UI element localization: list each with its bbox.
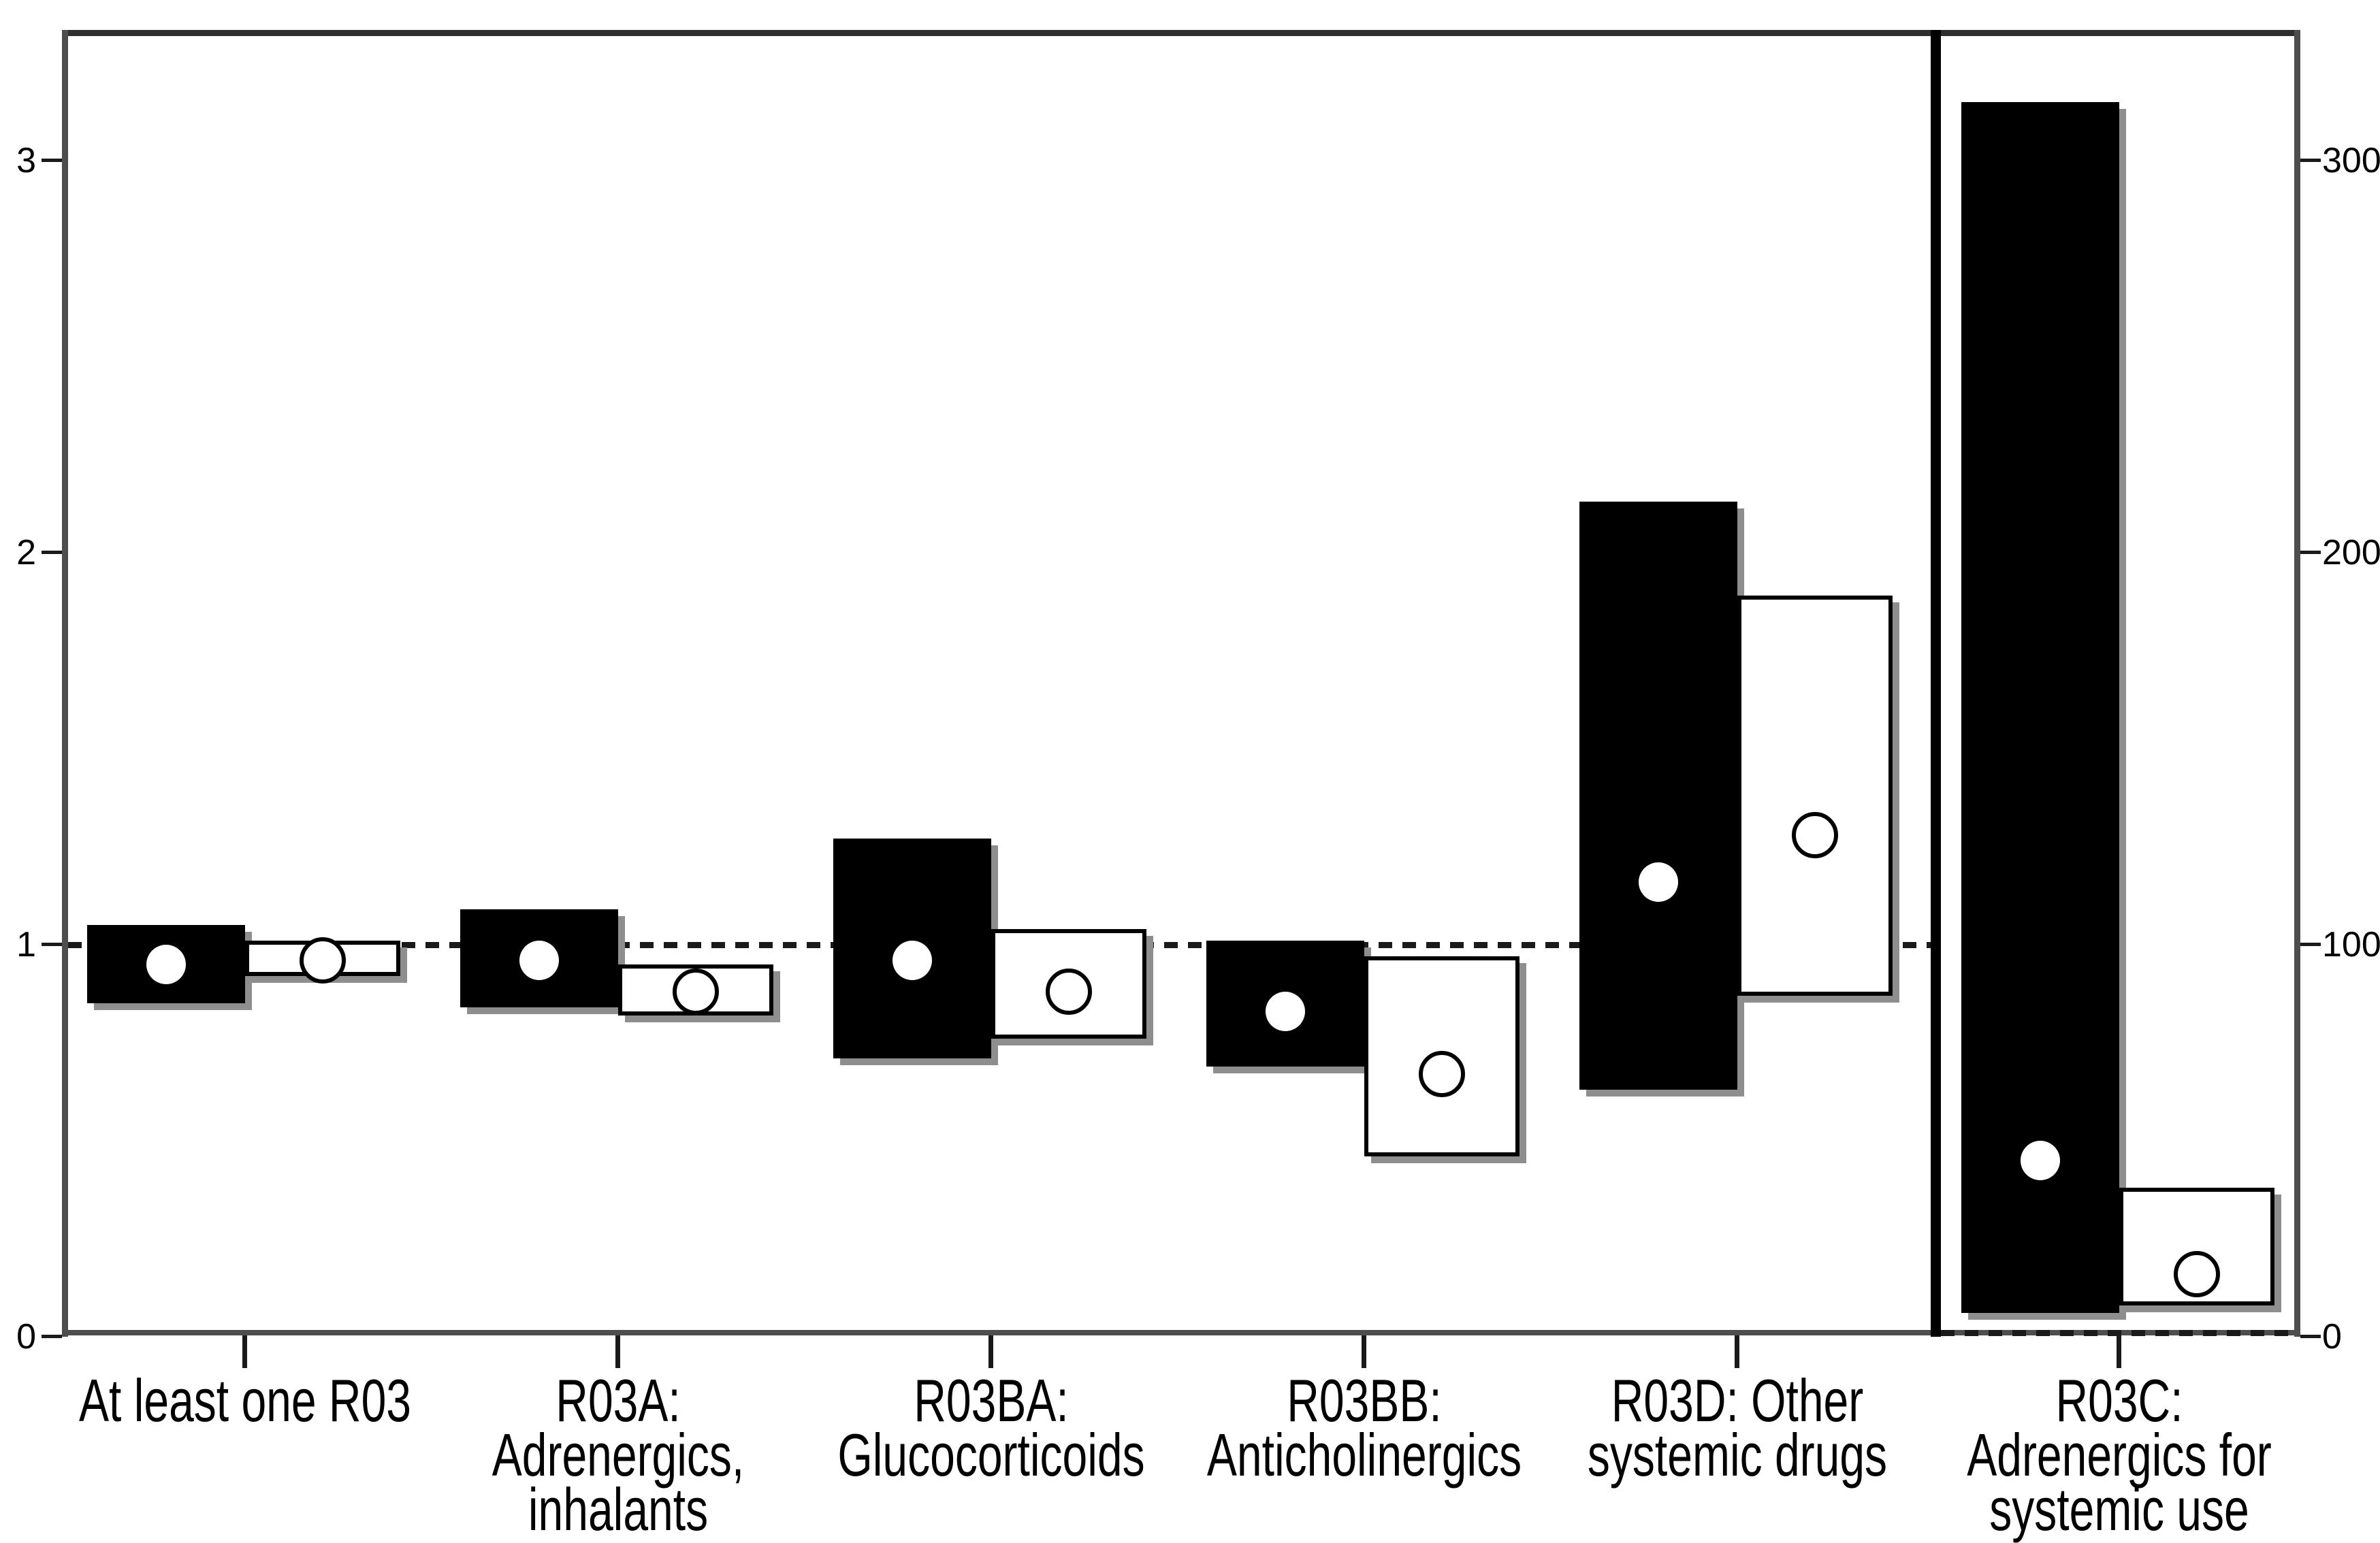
open-ci-box (1364, 956, 1519, 1157)
category-label: R03A: Adrenergics, inhalants (492, 1367, 745, 1543)
right-axis-tick-label: 0 (2322, 1317, 2342, 1357)
filled-ci-box (833, 839, 991, 1059)
right-axis-tick-label: 200 (2322, 533, 2380, 572)
filled-ci-box (87, 925, 245, 1004)
left-axis-tick-label: 3 (16, 141, 36, 180)
x-axis-tick (1735, 1335, 1739, 1368)
right-axis-tick-label: 100 (2322, 925, 2380, 964)
filled-ci-box (1961, 101, 2119, 1314)
right-axis-tick-label: 300 (2322, 141, 2380, 180)
filled-point-marker (1639, 862, 1678, 902)
category-label: R03BB: Anticholinergics (1206, 1367, 1522, 1489)
right-axis-tick (2300, 159, 2321, 162)
x-axis-tick (242, 1335, 247, 1368)
open-point-marker (1419, 1051, 1465, 1098)
left-axis-tick-label: 1 (16, 925, 36, 964)
left-axis-tick-label: 2 (16, 533, 36, 572)
filled-point-marker (892, 941, 932, 981)
category-label: R03C: Adrenergics for systemic use (1967, 1367, 2272, 1543)
open-point-marker (673, 969, 719, 1016)
filled-ci-box (460, 909, 618, 1008)
category-label: R03BA: Glucocorticoids (837, 1367, 1145, 1489)
left-axis-tick (42, 943, 62, 946)
open-point-marker (1046, 969, 1092, 1016)
left-axis-tick (42, 551, 62, 554)
filled-ci-box (1206, 941, 1364, 1067)
panel-separator-line (1931, 30, 1941, 1337)
left-axis-tick (42, 1335, 62, 1338)
reference-line-right-panel (1941, 1330, 2294, 1337)
category-label: R03D: Other systemic drugs (1587, 1367, 1888, 1489)
open-ci-box (991, 928, 1146, 1039)
x-axis-tick (2117, 1335, 2121, 1368)
open-point-marker (1792, 811, 1838, 858)
filled-point-marker (146, 944, 186, 984)
filled-point-marker (2021, 1140, 2060, 1180)
right-axis-tick (2300, 943, 2321, 946)
x-axis-line (62, 1330, 2300, 1335)
left-axis-line (62, 30, 68, 1337)
plot-top-border (62, 30, 2300, 36)
filled-point-marker (519, 941, 559, 981)
x-axis-tick (988, 1335, 993, 1368)
x-axis-tick (615, 1335, 620, 1368)
left-axis-tick (42, 159, 62, 162)
open-ci-box (1737, 596, 1893, 996)
right-axis-tick (2300, 1335, 2321, 1338)
open-point-marker (2174, 1250, 2220, 1297)
category-label: At least one R03 (79, 1367, 411, 1434)
filled-point-marker (1266, 991, 1305, 1031)
open-ci-box (2119, 1188, 2274, 1305)
filled-ci-box (1579, 502, 1737, 1090)
open-ci-box (245, 937, 400, 984)
open-point-marker (300, 937, 346, 984)
left-axis-tick-label: 0 (16, 1317, 36, 1357)
open-ci-box (618, 964, 773, 1016)
right-axis-tick (2300, 551, 2321, 554)
right-axis-line (2294, 30, 2300, 1337)
x-axis-tick (1362, 1335, 1366, 1368)
